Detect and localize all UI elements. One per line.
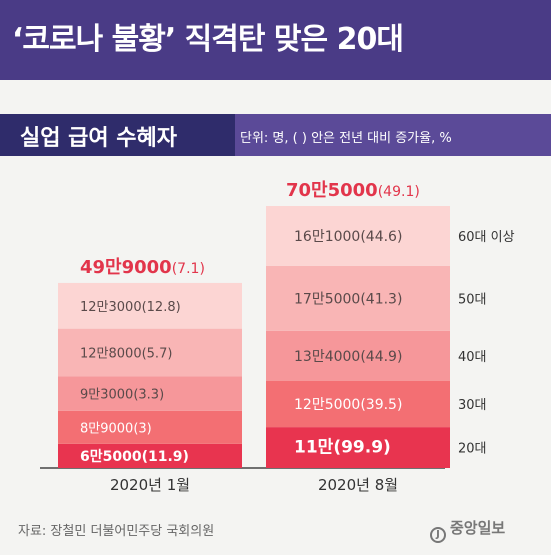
total-growth: (7.1) xyxy=(172,261,205,277)
segment-growth: (3.3) xyxy=(133,387,164,402)
series-label-2: 40대 xyxy=(458,350,487,365)
series-label-3: 50대 xyxy=(458,292,487,307)
total-growth: (49.1) xyxy=(378,184,420,200)
segment-label-0-0: 6만5000(11.9) xyxy=(80,449,189,465)
subtitle-dark-band xyxy=(0,114,235,156)
segment-label-1-1: 12만5000(39.5) xyxy=(294,397,402,413)
total-label-0: 49만9000(7.1) xyxy=(80,257,205,278)
bar-segment-0-0 xyxy=(58,443,242,468)
segment-label-2-1: 13만4000(44.9) xyxy=(294,349,402,365)
series-label-0: 20대 xyxy=(458,442,487,457)
segment-growth: (44.6) xyxy=(360,229,402,245)
segment-value: 12만8000 xyxy=(80,346,142,361)
segment-growth: (5.7) xyxy=(142,346,173,361)
segment-label-4-0: 12만3000(12.8) xyxy=(80,300,181,315)
segment-label-2-0: 9만3000(3.3) xyxy=(80,387,164,402)
segment-value: 12만5000 xyxy=(294,397,360,413)
segment-label-3-1: 17만5000(41.3) xyxy=(294,291,402,307)
publisher-logo: J 중앙일보 xyxy=(430,517,505,543)
segment-growth: (3) xyxy=(133,421,151,436)
bar-segment-3-0 xyxy=(58,328,242,377)
bar-segment-2-0 xyxy=(58,376,242,411)
segment-growth: (41.3) xyxy=(360,291,402,307)
unit-note: 단위: 명, ( ) 안은 전년 대비 증가율, % xyxy=(240,131,452,146)
bar-segment-1-1 xyxy=(266,380,450,428)
chart-subtitle: 실업 급여 수혜자 xyxy=(20,126,177,151)
segment-label-0-1: 11만(99.9) xyxy=(294,438,391,458)
segment-value: 17만5000 xyxy=(294,291,360,307)
logo-icon: J xyxy=(430,527,446,543)
total-label-1: 70만5000(49.1) xyxy=(286,180,420,201)
total-value: 49만9000 xyxy=(80,257,172,278)
segment-label-4-1: 16만1000(44.6) xyxy=(294,229,402,245)
category-label-0: 2020년 1월 xyxy=(110,476,190,494)
subtitle-bar: 실업 급여 수혜자 단위: 명, ( ) 안은 전년 대비 증가율, % xyxy=(0,114,551,156)
bar-segment-2-1 xyxy=(266,330,450,381)
bar-segment-4-1 xyxy=(266,206,450,266)
page-title: ‘코로나 불황’ 직격탄 맞은 20대 xyxy=(12,22,404,57)
segment-value: 16만1000 xyxy=(294,229,360,245)
source-credit: 자료: 장철민 더불어민주당 국회의원 xyxy=(18,524,215,539)
bar-segment-4-0 xyxy=(58,282,242,329)
segment-growth: (44.9) xyxy=(360,349,402,365)
segment-value: 9만3000 xyxy=(80,387,133,402)
logo-text: 중앙일보 xyxy=(450,519,506,537)
segment-label-1-0: 8만9000(3) xyxy=(80,421,152,436)
segment-growth: (11.9) xyxy=(142,449,189,465)
series-label-4: 60대 이상 xyxy=(458,230,515,245)
total-value: 70만5000 xyxy=(286,180,378,201)
segment-value: 8만9000 xyxy=(80,421,133,436)
segment-value: 13만4000 xyxy=(294,349,360,365)
header-banner: ‘코로나 불황’ 직격탄 맞은 20대 xyxy=(0,0,551,80)
segment-value: 11만 xyxy=(294,438,334,458)
bar-group: 6만5000(11.9)8만9000(3)9만3000(3.3)12만8000(… xyxy=(58,180,515,494)
bar-segment-0-1 xyxy=(266,427,450,468)
series-label-1: 30대 xyxy=(458,398,487,413)
segment-label-3-0: 12만8000(5.7) xyxy=(80,346,172,361)
segment-value: 6만5000 xyxy=(80,449,142,465)
bar-segment-1-0 xyxy=(58,410,242,444)
segment-growth: (39.5) xyxy=(360,397,402,413)
category-label-1: 2020년 8월 xyxy=(318,476,398,494)
segment-growth: (99.9) xyxy=(333,438,390,458)
segment-growth: (12.8) xyxy=(142,300,181,315)
segment-value: 12만3000 xyxy=(80,300,142,315)
bar-segment-3-1 xyxy=(266,265,450,331)
